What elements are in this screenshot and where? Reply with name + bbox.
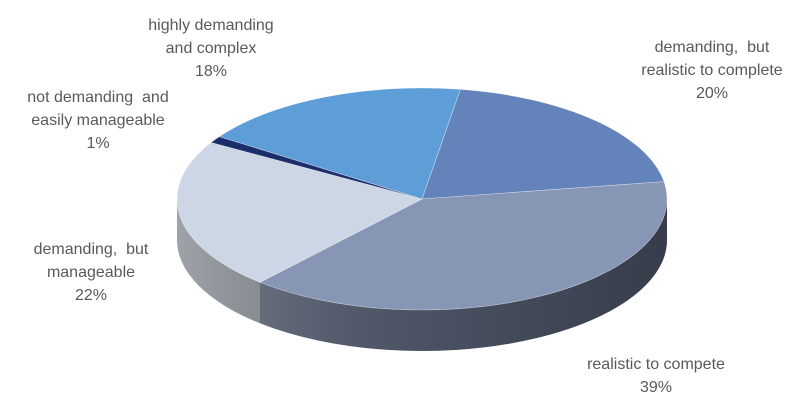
slice-percent-label-4: 18% (195, 63, 227, 80)
slice-percent-label-1: 39% (640, 379, 672, 396)
pie-slice-1 (259, 181, 668, 311)
slice-label-3-line-0: not demanding and (27, 89, 168, 106)
slice-label-2-line-1: manageable (47, 264, 135, 281)
slice-label-3-line-1: easily manageable (31, 112, 165, 129)
slice-labels: demanding, but realistic to complete 20% re… (27, 17, 783, 396)
slice-label-2-line-0: demanding, but (34, 241, 149, 258)
slice-label-0-line-0: demanding, but (655, 39, 770, 56)
slice-label-1-line-0: realistic to compete (587, 356, 725, 373)
slice-percent-label-0: 20% (696, 85, 728, 102)
pie-top-layer (176, 87, 668, 311)
pie-slice-2 (176, 142, 423, 283)
slice-label-4-line-0: highly demanding (148, 17, 273, 34)
slice-label-4-line-1: and complex (166, 40, 257, 57)
slice-label-0-line-1: realistic to complete (641, 62, 782, 79)
slice-percent-label-3: 1% (86, 135, 109, 152)
slice-percent-label-2: 22% (75, 287, 107, 304)
pie-slice-0 (421, 89, 665, 200)
pie-side-shading (177, 199, 667, 351)
pie-slice-4 (218, 87, 461, 200)
